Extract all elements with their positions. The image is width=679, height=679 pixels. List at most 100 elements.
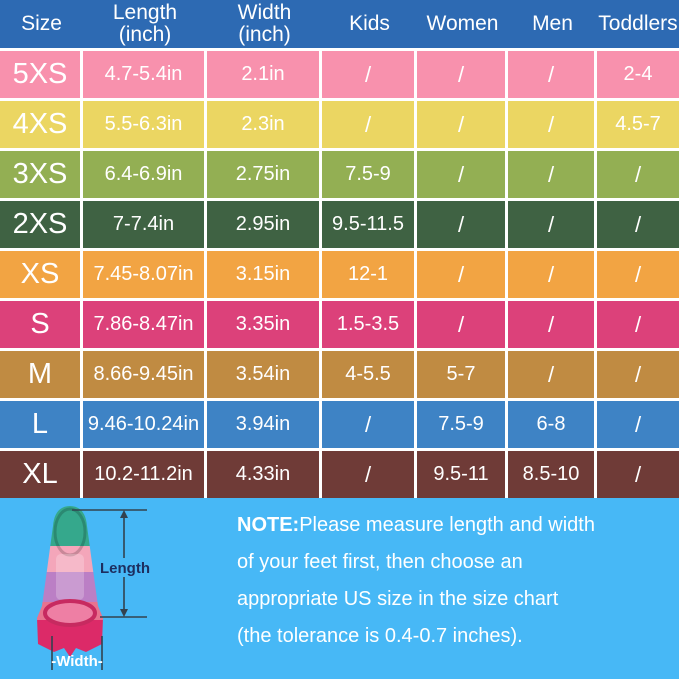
value-cell: / [634, 411, 642, 437]
fin-foot-pocket-opening [43, 599, 97, 627]
column-header-line: (inch) [118, 23, 172, 46]
size-cell: 4XS [0, 101, 83, 148]
value-cell: 4.7-5.4in [83, 51, 207, 98]
value-cell: 3.94in [207, 401, 322, 448]
table-row-2xs: 2XS 7-7.4in 2.95in 9.5-11.5// / [0, 201, 679, 248]
value-cell: 9.5-11 [417, 451, 508, 498]
value-cell: / [634, 261, 642, 287]
column-header-line: Women [426, 12, 499, 35]
value-cell: 7.45-8.07in [83, 251, 207, 298]
table-row-xl: XL 10.2-11.2in 4.33in/9.5-11 8.5-10/ [0, 451, 679, 498]
column-header-line: (inch) [238, 23, 291, 46]
value-cell: 3.15in [207, 251, 322, 298]
value-cell: 8.66-9.45in [83, 351, 207, 398]
size-cell: L [0, 401, 83, 448]
value-cell: 2.1in [207, 51, 322, 98]
size-cell: 3XS [0, 151, 83, 198]
value-cell: 9.5-11.5 [322, 201, 417, 248]
value-cell: 6.4-6.9in [83, 151, 207, 198]
table-row-s: S 7.86-8.47in 3.35in 1.5-3.5// / [0, 301, 679, 348]
value-cell: / [508, 101, 597, 148]
column-header-line: Toddlers [598, 12, 678, 35]
value-cell: / [417, 301, 508, 348]
value-cell: 2-4 [623, 63, 653, 85]
value-cell: 4.33in [207, 451, 322, 498]
note-line-4: (the tolerance is 0.4-0.7 inches). [237, 625, 523, 647]
value-cell: 5-7 [417, 351, 508, 398]
value-cell: / [417, 51, 508, 98]
fin-toe-shading [53, 507, 87, 557]
value-cell: / [634, 461, 642, 487]
value-cell: 3.35in [207, 301, 322, 348]
value-cell: 5.5-6.3in [83, 101, 207, 148]
footer: Length -Width- NOTE:Please measure lengt… [0, 498, 679, 679]
size-cell: 5XS [0, 51, 83, 98]
value-cell: 7-7.4in [83, 201, 207, 248]
table-row-5xs: 5XS 4.7-5.4in 2.1in / //2-4 [0, 51, 679, 98]
column-header-women: Women [417, 0, 508, 48]
value-cell: / [508, 51, 597, 98]
value-cell: / [508, 351, 597, 398]
column-header-line: Size [21, 12, 62, 35]
size-cell: XS [0, 251, 83, 298]
value-cell: / [417, 201, 508, 248]
column-header-men: Men [508, 0, 597, 48]
value-cell: 10.2-11.2in [83, 451, 207, 498]
column-header-length: Length (inch) [83, 0, 207, 48]
table-row-xs: XS 7.45-8.07in 3.15in 12-1// / [0, 251, 679, 298]
note-line-1: NOTE:Please measure length and width [237, 514, 595, 536]
size-cell: XL [0, 451, 83, 498]
length-arrow-down-icon [120, 609, 128, 617]
value-cell: / [634, 161, 642, 187]
value-cell: 2.3in [207, 101, 322, 148]
value-cell: / [508, 301, 597, 348]
table-header: Size Length (inch) Width (inch) Kids Women Men T… [0, 0, 679, 48]
size-cell: 2XS [0, 201, 83, 248]
value-cell: 6-8 [508, 401, 597, 448]
width-label: -Width- [51, 653, 103, 670]
size-cell: S [0, 301, 83, 348]
value-cell: 3.54in [207, 351, 322, 398]
value-cell: / [322, 51, 417, 98]
table-row-3xs: 3XS 6.4-6.9in 2.75in 7.5-9// / [0, 151, 679, 198]
fin-band-orchid [37, 572, 103, 602]
value-cell: / [508, 151, 597, 198]
value-cell: 7.5-9 [417, 401, 508, 448]
column-header-kids: Kids [322, 0, 417, 48]
value-cell: 2.75in [207, 151, 322, 198]
fin-tip [37, 506, 103, 546]
value-cell: / [508, 201, 597, 248]
value-cell: 7.5-9 [322, 151, 417, 198]
note-line-2: of your feet first, then choose an [237, 551, 523, 573]
value-cell: / [417, 101, 508, 148]
table-row-m: M 8.66-9.45in 3.54in 4-5.5 5-7// [0, 351, 679, 398]
note-label: NOTE: [237, 514, 300, 536]
value-cell: 4-5.5 [322, 351, 417, 398]
fin-body [37, 506, 103, 657]
width-dimension [51, 636, 103, 670]
column-header-line: Width [237, 1, 292, 24]
column-header-line: Length [112, 1, 178, 24]
value-cell: 8.5-10 [508, 451, 597, 498]
fin-illustration: Length -Width- [12, 500, 232, 676]
fin-diagram-svg: Length -Width- [37, 506, 150, 670]
size-cell: M [0, 351, 83, 398]
value-cell: 12-1 [322, 251, 417, 298]
value-cell: / [634, 211, 642, 237]
column-header-toddlers: Toddlers [597, 0, 679, 48]
column-header-line: Kids [349, 12, 390, 35]
value-cell: / [634, 361, 642, 387]
column-header-line: Men [532, 12, 573, 35]
value-cell: 7.86-8.47in [83, 301, 207, 348]
note-line-3: appropriate US size in the size chart [237, 588, 559, 610]
value-cell: / [322, 101, 417, 148]
length-label-bg [104, 558, 146, 577]
value-cell: 9.46-10.24in [83, 401, 207, 448]
value-cell: 4.5-7 [615, 113, 661, 135]
length-arrow-up-icon [120, 510, 128, 518]
table-row-l: L 9.46-10.24in 3.94in/7.5-9 6-8/ [0, 401, 679, 448]
table-row-4xs: 4XS 5.5-6.3in 2.3in / //4.5-7 [0, 101, 679, 148]
value-cell: / [417, 251, 508, 298]
column-header-size: Size [0, 0, 83, 48]
